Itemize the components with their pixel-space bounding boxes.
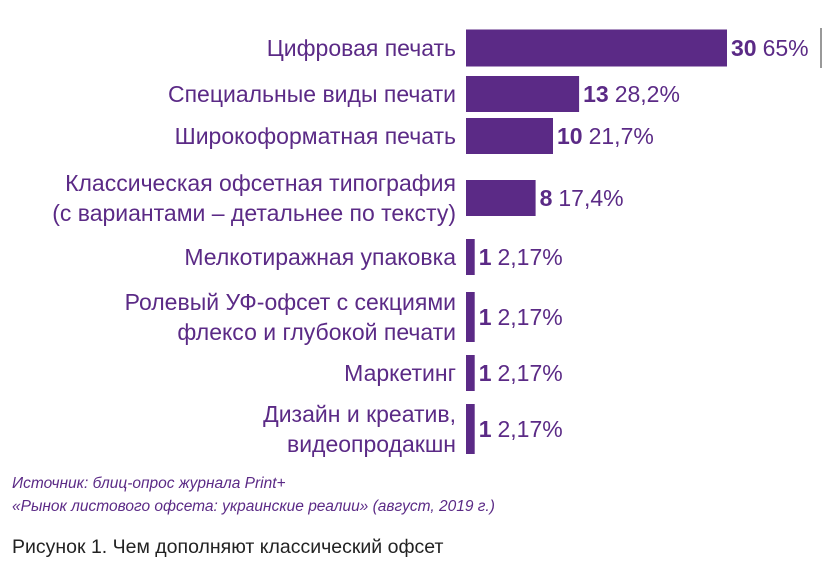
source-note: Источник: блиц-опрос журнала Print+ «Рын… (12, 472, 495, 518)
data-label-count: 1 (479, 416, 492, 442)
category-label: флексо и глубокой печати (177, 319, 456, 345)
bar (466, 404, 475, 454)
data-label-percent: 2,17% (497, 244, 562, 270)
bar (466, 292, 475, 342)
source-line-1: Источник: блиц-опрос журнала Print+ (12, 475, 286, 492)
category-label: Классическая офсетная типография (65, 170, 456, 196)
data-label-count: 1 (479, 244, 492, 270)
data-label-percent: 17,4% (558, 185, 623, 211)
bar (466, 118, 553, 154)
data-label-count: 1 (479, 360, 492, 386)
bar (466, 355, 475, 391)
bar (466, 76, 580, 112)
data-label-percent: 2,17% (497, 304, 562, 330)
bar (466, 29, 727, 67)
category-label: Ролевый УФ-офсет с секциями (125, 289, 456, 315)
data-label-percent: 2,17% (497, 360, 562, 386)
category-label: (с вариантами – детальнее по тексту) (52, 200, 456, 226)
data-label-count: 13 (583, 81, 609, 107)
data-label-count: 30 (731, 35, 757, 61)
data-label-percent: 28,2% (615, 81, 680, 107)
data-label-percent: 2,17% (497, 416, 562, 442)
category-label: Специальные виды печати (168, 81, 456, 107)
data-label-percent: 65% (763, 35, 809, 61)
data-label-percent: 21,7% (589, 123, 654, 149)
category-label: Цифровая печать (267, 35, 456, 61)
source-line-2: «Рынок листового офсета: украинские реал… (12, 498, 495, 515)
data-label-count: 1 (479, 304, 492, 330)
category-label: видеопродакшн (287, 431, 456, 457)
bar-chart: Цифровая печать 30 65% Специальные виды печ… (52, 28, 822, 457)
data-label-count: 10 (557, 123, 583, 149)
category-label: Широкоформатная печать (175, 123, 456, 149)
data-label-count: 8 (540, 185, 553, 211)
category-label: Дизайн и креатив, (263, 401, 456, 427)
bar (466, 180, 536, 216)
category-label: Маркетинг (344, 360, 456, 386)
figure-caption: Рисунок 1. Чем дополняют классический оф… (12, 536, 444, 558)
bar (466, 239, 475, 275)
category-label: Мелкотиражная упаковка (184, 244, 456, 270)
